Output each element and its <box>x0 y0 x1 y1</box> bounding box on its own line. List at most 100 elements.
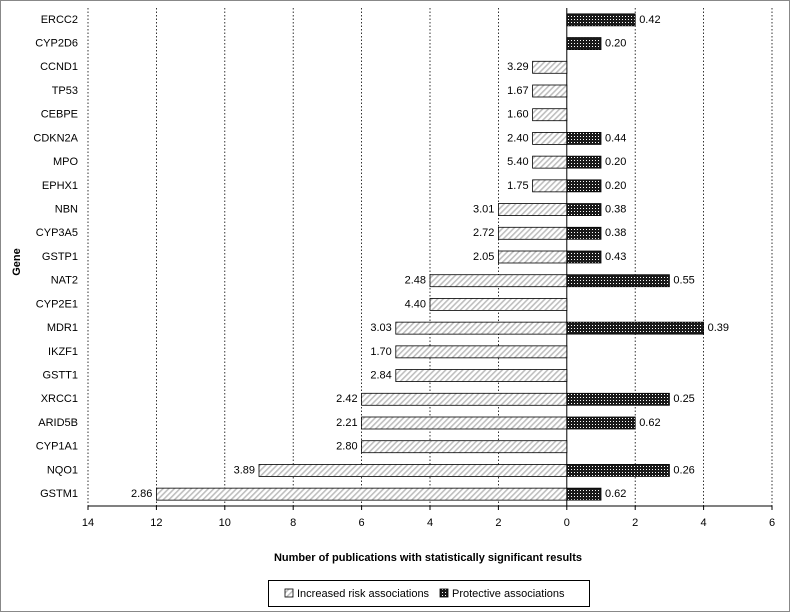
y-tick-label: ARID5B <box>38 417 78 429</box>
bar <box>532 132 568 145</box>
bar-label: 1.60 <box>507 109 528 121</box>
bar-label: 3.29 <box>507 61 528 73</box>
bar-label: 1.67 <box>507 85 528 97</box>
y-tick-label: GSTT1 <box>43 369 78 381</box>
bar-label: 2.80 <box>336 441 357 453</box>
bar <box>395 369 568 382</box>
bar-label: 0.44 <box>605 132 626 144</box>
y-tick-label: GSTP1 <box>42 251 78 263</box>
bar-label: 0.20 <box>605 37 626 49</box>
bar-label: 0.62 <box>605 488 626 500</box>
bar <box>429 298 568 311</box>
bar <box>566 250 602 264</box>
bar-label: 5.40 <box>507 156 528 168</box>
y-tick-label: GSTM1 <box>40 488 78 500</box>
legend-swatch <box>439 588 449 598</box>
bar-label: 0.38 <box>605 227 626 239</box>
bar <box>566 203 602 216</box>
x-tick-label: 0 <box>564 517 570 529</box>
bar <box>497 226 568 240</box>
bar <box>258 464 568 477</box>
y-tick-label: TP53 <box>52 85 78 97</box>
bar-label: 2.84 <box>370 369 391 381</box>
x-tick-label: 2 <box>632 517 638 529</box>
legend-label: Protective associations <box>452 588 565 600</box>
bar <box>497 250 568 264</box>
bar-label: 0.26 <box>673 464 694 476</box>
bar-label: 0.62 <box>639 417 660 429</box>
bar <box>361 416 568 430</box>
bar <box>532 179 568 193</box>
bar <box>155 487 568 501</box>
bar <box>566 179 602 193</box>
bar <box>566 464 670 477</box>
bar <box>361 440 568 454</box>
y-tick-label: NAT2 <box>51 275 78 287</box>
bar <box>532 60 568 74</box>
legend-swatch <box>284 588 294 598</box>
bar <box>429 274 568 288</box>
bar-label: 1.75 <box>507 180 528 192</box>
bar-label: 0.55 <box>673 275 694 287</box>
bar-label: 3.89 <box>234 464 255 476</box>
bar <box>566 37 602 50</box>
bar <box>532 84 568 98</box>
bar <box>361 392 568 406</box>
bar-label: 4.40 <box>405 298 426 310</box>
y-tick-label: NBN <box>55 203 78 215</box>
bar-label: 0.25 <box>673 393 694 405</box>
y-tick-label: CEBPE <box>41 109 78 121</box>
bar-label: 3.01 <box>473 203 494 215</box>
bar <box>566 13 636 27</box>
y-tick-label: NQO1 <box>47 464 78 476</box>
bar-label: 2.05 <box>473 251 494 263</box>
bar <box>566 392 670 406</box>
x-tick-label: 14 <box>82 517 94 529</box>
bar-label: 2.86 <box>131 488 152 500</box>
y-tick-label: CYP2E1 <box>36 298 78 310</box>
bar-label: 1.70 <box>370 346 391 358</box>
x-tick-label: 2 <box>495 517 501 529</box>
bar-label: 0.39 <box>708 322 729 334</box>
x-tick-label: 4 <box>427 517 433 529</box>
bar-label: 2.48 <box>405 275 426 287</box>
bar-label: 0.38 <box>605 203 626 215</box>
bar <box>532 108 568 122</box>
bar <box>566 416 636 430</box>
bar <box>566 155 602 169</box>
bar <box>395 345 568 359</box>
x-tick-label: 4 <box>701 517 707 529</box>
y-tick-label: EPHX1 <box>42 180 78 192</box>
y-axis-title: Gene <box>11 248 23 276</box>
y-tick-label: CYP1A1 <box>36 441 78 453</box>
x-tick-label: 12 <box>150 517 162 529</box>
bar-label: 0.42 <box>639 14 660 26</box>
bar-label: 2.42 <box>336 393 357 405</box>
bar <box>532 155 568 169</box>
bar <box>566 132 602 145</box>
bar <box>395 321 568 335</box>
legend-label: Increased risk associations <box>297 588 430 600</box>
bar <box>566 321 704 335</box>
y-tick-label: CYP3A5 <box>36 227 78 239</box>
x-tick-label: 6 <box>359 517 365 529</box>
bar <box>566 487 602 501</box>
y-tick-label: CYP2D6 <box>35 37 78 49</box>
bar-label: 2.21 <box>336 417 357 429</box>
y-tick-label: ERCC2 <box>41 14 78 26</box>
y-tick-label: CDKN2A <box>33 132 78 144</box>
bar-label: 0.20 <box>605 156 626 168</box>
x-tick-label: 8 <box>290 517 296 529</box>
bar <box>566 226 602 240</box>
bar-label: 2.72 <box>473 227 494 239</box>
bar <box>566 274 670 288</box>
bar-label: 0.20 <box>605 180 626 192</box>
x-axis-title: Number of publications with statisticall… <box>274 552 582 564</box>
y-tick-label: CCND1 <box>40 61 78 73</box>
legend <box>268 580 590 607</box>
y-tick-label: XRCC1 <box>41 393 78 405</box>
y-tick-label: IKZF1 <box>48 346 78 358</box>
x-tick-label: 10 <box>219 517 231 529</box>
